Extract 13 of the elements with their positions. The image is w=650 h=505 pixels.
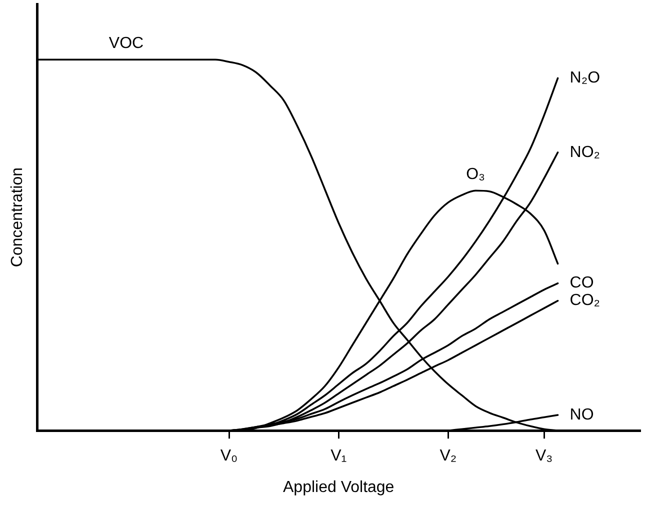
x-tick-label: V₁	[330, 448, 347, 465]
x-tick-label: V₂	[440, 448, 457, 465]
series-label: VOC	[108, 35, 144, 52]
series-label: NO₂	[570, 144, 600, 161]
series-label: NO	[570, 406, 594, 424]
series-label: O₃	[466, 166, 486, 183]
y-axis-title: Concentration	[9, 167, 26, 268]
x-axis-title: Applied Voltage	[283, 478, 394, 496]
series-label: CO₂	[570, 292, 600, 310]
series-label: N₂O	[570, 70, 600, 87]
series-label: CO	[570, 274, 594, 292]
x-tick-label: V₀	[220, 448, 238, 465]
x-tick-label: V₃	[536, 448, 553, 465]
